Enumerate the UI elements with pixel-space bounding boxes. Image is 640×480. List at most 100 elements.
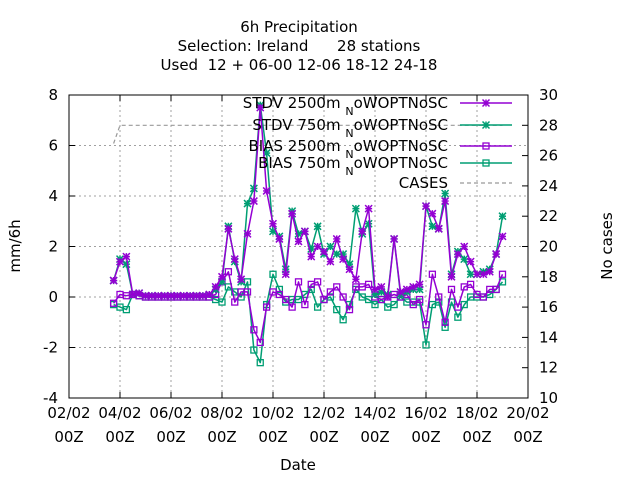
data-point — [482, 142, 490, 150]
data-point-stroke — [230, 255, 239, 264]
data-point — [333, 305, 341, 314]
data-point — [313, 303, 322, 311]
data-point — [409, 300, 417, 309]
data-point — [415, 295, 424, 304]
data-point — [333, 283, 341, 291]
data-point — [481, 120, 491, 130]
y2-tick-label: 20 — [539, 238, 558, 256]
data-point-stroke — [211, 282, 220, 291]
data-point — [198, 291, 207, 300]
y2-tick-label: 26 — [539, 147, 558, 165]
data-point — [466, 280, 475, 289]
data-point — [128, 290, 137, 299]
x-tick-label: 12/02 — [302, 404, 345, 422]
data-point-stroke — [224, 224, 233, 233]
data-point-stroke — [243, 199, 252, 208]
data-point — [282, 295, 290, 304]
y-tick-label: -2 — [43, 339, 58, 357]
data-point — [288, 209, 297, 218]
data-point — [115, 257, 125, 266]
data-point — [447, 272, 456, 281]
data-point — [409, 282, 418, 291]
legend-label: BIAS 750m NoWOPTNoSC — [258, 154, 448, 178]
data-point-stroke — [396, 287, 405, 296]
data-point — [179, 291, 188, 300]
data-point-stroke — [192, 291, 201, 300]
data-point — [262, 186, 271, 195]
data-point — [313, 222, 322, 231]
data-point-stroke — [115, 257, 125, 266]
data-point-stroke — [402, 285, 411, 294]
data-point-stroke — [275, 234, 284, 243]
y-tick-label: 6 — [48, 137, 58, 155]
data-point-stroke — [217, 272, 227, 281]
y-tick-label: 4 — [48, 187, 58, 205]
data-point — [326, 288, 335, 296]
data-point-stroke — [481, 120, 491, 130]
data-point-stroke — [313, 222, 322, 231]
data-point — [141, 291, 150, 300]
data-point-stroke — [460, 255, 469, 264]
data-point — [301, 300, 309, 309]
data-point-stroke — [237, 275, 246, 284]
data-point — [243, 288, 252, 296]
data-point — [345, 265, 354, 274]
data-point — [256, 338, 264, 347]
x-tick-label: 14/02 — [353, 404, 396, 422]
y2-tick-label: 10 — [539, 389, 558, 407]
data-point-stroke — [453, 250, 462, 259]
data-point — [422, 341, 430, 349]
data-point — [320, 295, 328, 304]
data-point-stroke — [332, 250, 341, 259]
data-point — [441, 189, 450, 198]
data-point — [498, 232, 507, 241]
data-point — [256, 358, 264, 367]
y-tick-label: 2 — [48, 238, 58, 256]
title-line-1: 6h Precipitation — [240, 18, 358, 36]
data-point — [351, 275, 360, 284]
y2-tick-label: 28 — [539, 116, 558, 134]
data-point-stroke — [326, 257, 335, 266]
data-point-stroke — [154, 291, 163, 300]
data-point — [441, 318, 449, 326]
data-point-stroke — [358, 227, 367, 236]
data-point — [250, 346, 258, 354]
data-point-stroke — [294, 229, 303, 238]
x-tick-label: 20/02 — [506, 404, 549, 422]
data-point — [479, 270, 488, 279]
data-point — [482, 159, 490, 167]
data-point — [485, 267, 494, 276]
data-point-stroke — [364, 204, 373, 213]
data-point — [435, 293, 443, 301]
data-point — [231, 298, 239, 306]
data-point — [428, 270, 437, 278]
data-point — [364, 219, 373, 228]
data-point — [192, 291, 201, 300]
data-point — [237, 275, 246, 284]
data-point — [460, 242, 469, 251]
x-tick-label: 16/02 — [404, 404, 447, 422]
data-point-stroke — [300, 227, 309, 236]
data-point-stroke — [441, 189, 450, 198]
data-point — [205, 290, 214, 299]
data-point — [109, 276, 118, 285]
data-point-stroke — [339, 255, 348, 264]
data-point-stroke — [122, 260, 131, 269]
data-point-stroke — [173, 291, 182, 300]
data-point — [453, 250, 462, 259]
data-point — [454, 313, 462, 321]
x-tick-label: 02/02 — [47, 404, 90, 422]
data-point — [370, 285, 380, 294]
data-point-stroke — [288, 209, 297, 218]
data-point-stroke — [415, 280, 424, 289]
series-layer — [109, 101, 507, 367]
data-point-stroke — [268, 219, 278, 228]
y2-tick-label: 14 — [539, 328, 558, 346]
data-point-stroke — [243, 229, 252, 238]
data-point — [122, 252, 131, 261]
data-point — [269, 270, 277, 278]
data-point-stroke — [281, 270, 290, 279]
data-point-stroke — [479, 270, 488, 279]
data-point-stroke — [481, 98, 491, 108]
